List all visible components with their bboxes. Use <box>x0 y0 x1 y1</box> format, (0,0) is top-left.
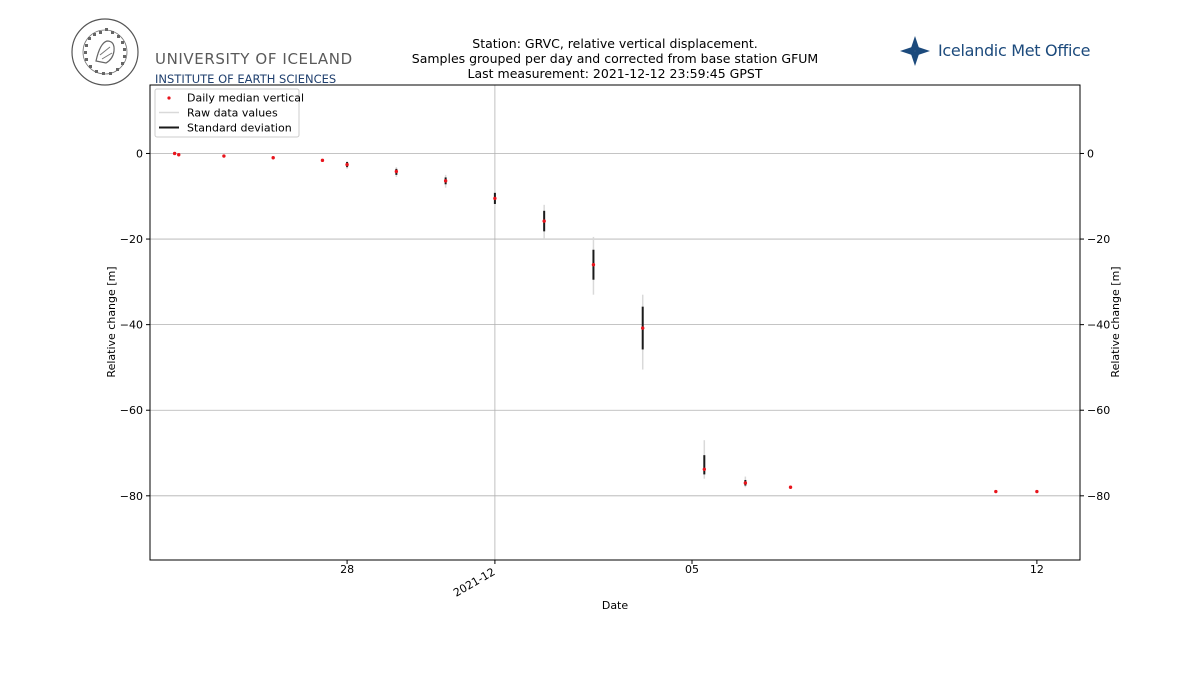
y-tick-label-left: −80 <box>120 490 143 503</box>
daily-median-series <box>172 151 1039 494</box>
legend-std-label: Standard deviation <box>187 122 292 135</box>
median-point <box>177 153 181 157</box>
y-axis-label-left: Relative change [m] <box>105 266 118 377</box>
chart-title: Station: GRVC, relative vertical displac… <box>365 36 865 81</box>
median-point <box>394 169 399 174</box>
chart-title-line-2: Samples grouped per day and corrected fr… <box>411 51 819 66</box>
x-tick-label: 28 <box>340 563 354 576</box>
y-tick-label-right: −80 <box>1087 490 1110 503</box>
met-office-emblem-icon <box>900 36 930 66</box>
median-point <box>320 158 325 163</box>
y-tick-label-left: −60 <box>120 404 143 417</box>
legend-median-label: Daily median vertical <box>187 92 304 105</box>
median-point <box>443 179 448 183</box>
legend: Daily median vertical Raw data values St… <box>154 88 304 138</box>
y-axis-right: 0 −20 −40 −60 −80 <box>1080 147 1110 503</box>
median-point <box>788 485 793 489</box>
median-point <box>542 219 546 223</box>
university-seal-icon <box>71 18 139 86</box>
legend-median-marker <box>167 96 171 100</box>
plot-frame <box>149 84 1081 561</box>
legend-raw-label: Raw data values <box>187 107 278 120</box>
legend-box <box>154 88 300 138</box>
x-axis-label: Date <box>602 599 629 612</box>
median-point <box>994 489 998 494</box>
median-point <box>591 263 596 267</box>
grid <box>150 85 1080 560</box>
y-axis-left: 0 −20 −40 −60 −80 <box>120 147 150 503</box>
icelandic-met-office-logo: Icelandic Met Office <box>898 34 1091 70</box>
median-point <box>493 196 497 201</box>
median-point <box>702 467 707 471</box>
x-tick-label: 12 <box>1030 563 1044 576</box>
raw-data-series <box>346 161 747 488</box>
y-tick-label-right: −20 <box>1087 233 1110 246</box>
x-tick-label: 2021-12 <box>451 565 497 599</box>
university-name: UNIVERSITY OF ICELAND <box>155 50 353 68</box>
chart-title-line-1: Station: GRVC, relative vertical displac… <box>472 36 758 51</box>
median-point <box>345 162 349 167</box>
y-tick-label-left: 0 <box>136 147 143 160</box>
median-point <box>172 151 177 156</box>
x-axis: 28 2021-12 05 12 <box>340 560 1044 600</box>
university-of-iceland-logo: UNIVERSITY OF ICELAND INSTITUTE OF EARTH… <box>70 17 370 89</box>
median-point <box>222 154 226 158</box>
y-tick-label-right: 0 <box>1087 147 1094 160</box>
institute-name: INSTITUTE OF EARTH SCIENCES <box>155 72 337 86</box>
median-point <box>1035 489 1039 494</box>
y-tick-label-left: −20 <box>120 233 143 246</box>
met-office-name: Icelandic Met Office <box>938 41 1091 60</box>
standard-deviation-series <box>346 162 747 486</box>
chart-title-line-3: Last measurement: 2021-12-12 23:59:45 GP… <box>467 66 763 81</box>
y-tick-label-left: −40 <box>120 319 143 332</box>
y-axis-label-right: Relative change [m] <box>1109 266 1122 377</box>
median-point <box>743 481 748 485</box>
x-tick-label: 05 <box>685 563 699 576</box>
y-tick-label-right: −60 <box>1087 404 1110 417</box>
y-tick-label-right: −40 <box>1087 319 1110 332</box>
median-point <box>641 326 645 330</box>
median-point <box>271 156 275 160</box>
